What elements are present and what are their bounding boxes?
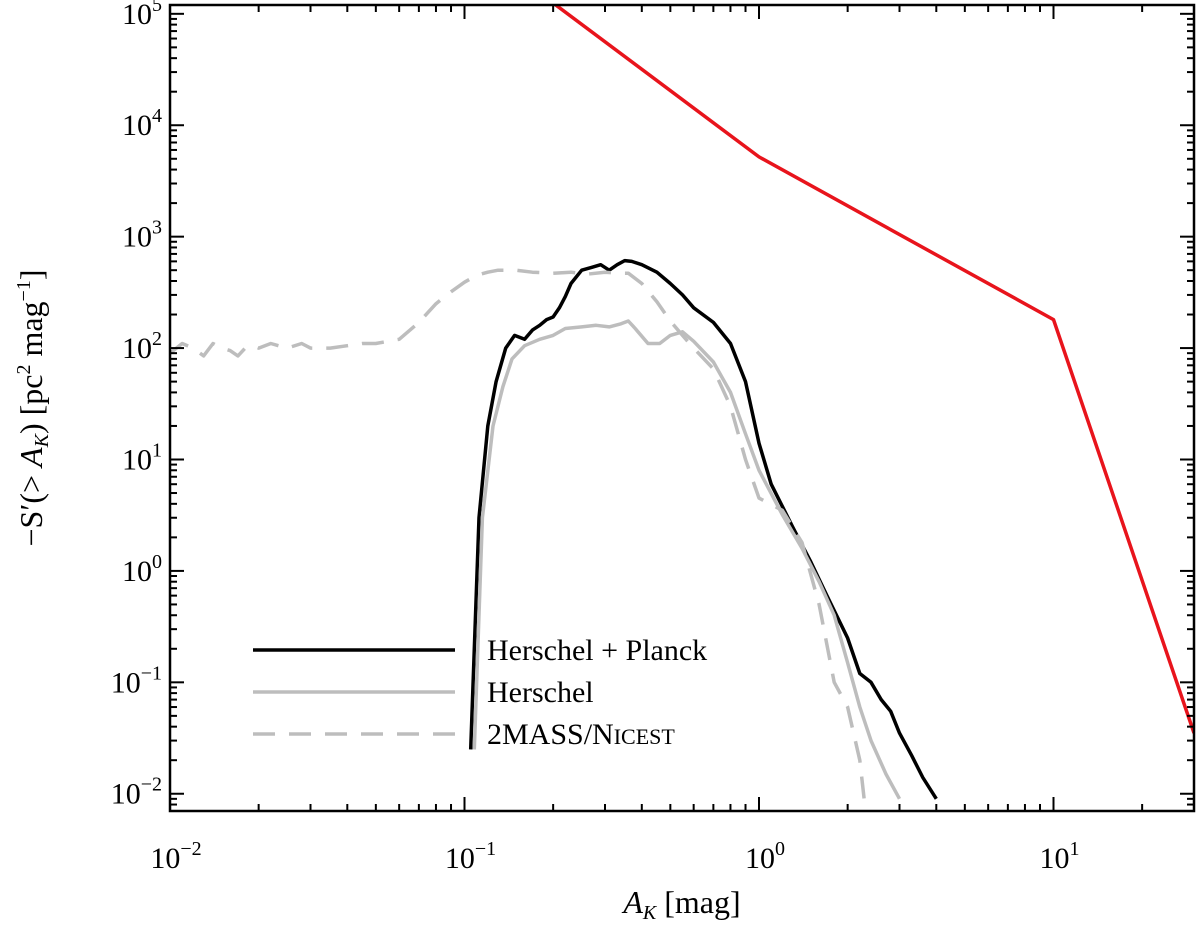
plot-frame [168,3,1196,813]
y-tick-label: 101 [122,439,162,476]
y-axis-label: −S′(> AK) [pc2 mag−1] [13,270,53,547]
series-line-power-law-slope [552,5,1194,734]
series-line-herschel-planck [468,258,938,800]
legend: Herschel + Planck Herschel 2MASS/NICEST [253,634,707,751]
legend-label-herschel: Herschel [487,676,594,709]
x-axis-label: AK [mag] [621,884,740,924]
x-tick-label: 100 [745,838,785,875]
series-line-2mass-nicest [170,268,868,811]
x-tick-label: 10−1 [445,838,496,875]
tick-label-layer: 10−2 10−1 100 101 10−2 10−1 100 101 102 103 104 105 [111,0,1080,875]
y-tick-label: 103 [122,217,162,254]
legend-label-2mass-nicest: 2MASS/NICEST [487,718,675,751]
y-tick-label: 104 [122,105,162,142]
legend-label-herschel-planck: Herschel + Planck [487,634,707,667]
y-tick-label: 10−2 [111,774,162,811]
series-layer [170,5,1194,811]
x-tick-label: 10−2 [150,838,201,875]
series-line-herschel [472,319,902,800]
y-tick-label: 10−1 [111,662,162,699]
y-tick-label: 105 [122,0,162,31]
y-tick-label: 102 [122,328,162,365]
tick-layer [169,5,1195,812]
x-tick-label: 101 [1039,838,1079,875]
y-tick-label: 100 [122,551,162,588]
